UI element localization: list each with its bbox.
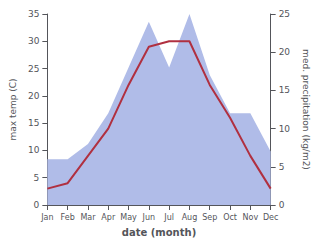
svg-text:Dec: Dec xyxy=(263,213,278,222)
svg-text:Apr: Apr xyxy=(101,213,116,222)
svg-text:Oct: Oct xyxy=(223,213,237,222)
svg-text:Mar: Mar xyxy=(80,213,96,222)
svg-text:0: 0 xyxy=(34,200,40,210)
svg-text:Jan: Jan xyxy=(40,213,53,222)
svg-text:35: 35 xyxy=(28,9,39,19)
svg-text:20: 20 xyxy=(279,47,291,57)
svg-text:0: 0 xyxy=(279,200,285,210)
svg-text:15: 15 xyxy=(279,85,290,95)
svg-text:date (month): date (month) xyxy=(122,227,196,238)
svg-text:May: May xyxy=(120,213,137,222)
svg-text:max temp (C): max temp (C) xyxy=(8,78,18,140)
svg-text:med. precipitation (kg/m2): med. precipitation (kg/m2) xyxy=(301,49,311,170)
svg-text:5: 5 xyxy=(279,162,285,172)
svg-text:25: 25 xyxy=(279,9,290,19)
svg-text:Sep: Sep xyxy=(202,213,217,222)
svg-text:25: 25 xyxy=(28,64,39,74)
svg-text:Feb: Feb xyxy=(61,213,75,222)
svg-text:15: 15 xyxy=(28,118,39,128)
svg-text:10: 10 xyxy=(28,145,40,155)
svg-text:20: 20 xyxy=(28,91,40,101)
svg-text:30: 30 xyxy=(28,36,40,46)
svg-text:Nov: Nov xyxy=(243,213,259,222)
svg-text:5: 5 xyxy=(34,173,40,183)
svg-text:Jul: Jul xyxy=(163,213,174,222)
svg-text:Aug: Aug xyxy=(182,213,198,222)
svg-text:Jun: Jun xyxy=(142,213,156,222)
svg-text:10: 10 xyxy=(279,124,291,134)
